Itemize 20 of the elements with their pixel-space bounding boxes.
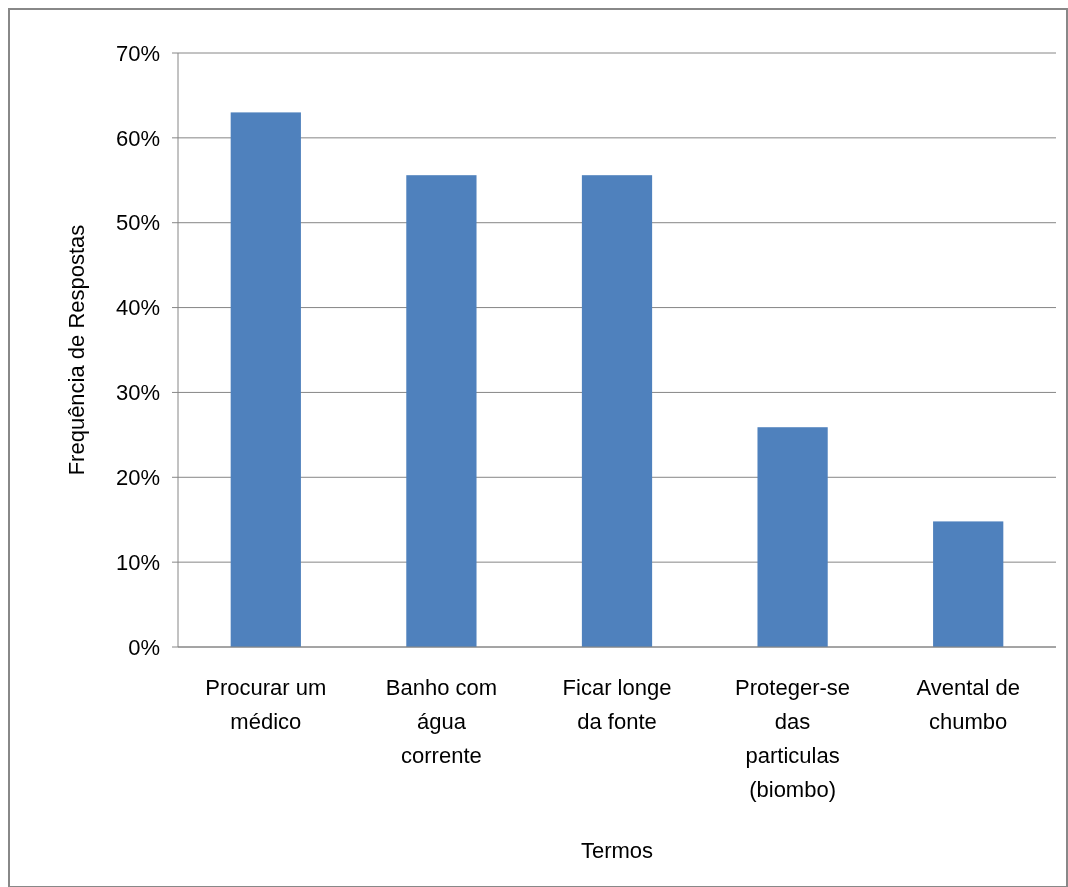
- y-tick-label: 40%: [115, 295, 160, 321]
- y-tick-label: 60%: [115, 125, 160, 151]
- x-tick-label: Ficar longe da fonte: [562, 675, 672, 734]
- x-tick-label: Banho com água corrente: [385, 675, 498, 768]
- y-tick-label: 10%: [115, 549, 160, 575]
- y-tick-label: 0%: [128, 634, 160, 660]
- x-axis-title: Termos: [580, 838, 654, 863]
- bar: [581, 175, 653, 647]
- y-tick-label: 30%: [115, 380, 160, 406]
- bar: [933, 521, 1004, 647]
- bar: [757, 427, 828, 647]
- x-tick-label: Avental de chumbo: [916, 675, 1020, 734]
- bar: [406, 175, 477, 647]
- x-tick-label: Procurar um médico: [205, 675, 327, 734]
- y-axis-title: Frequência de Respostas: [64, 224, 89, 476]
- x-tick-label: Proteger-se das particulas (biombo): [735, 675, 851, 802]
- y-tick-label: 50%: [115, 210, 160, 236]
- bar: [230, 112, 301, 647]
- y-tick-label: 20%: [115, 464, 160, 490]
- y-tick-label: 70%: [115, 40, 160, 66]
